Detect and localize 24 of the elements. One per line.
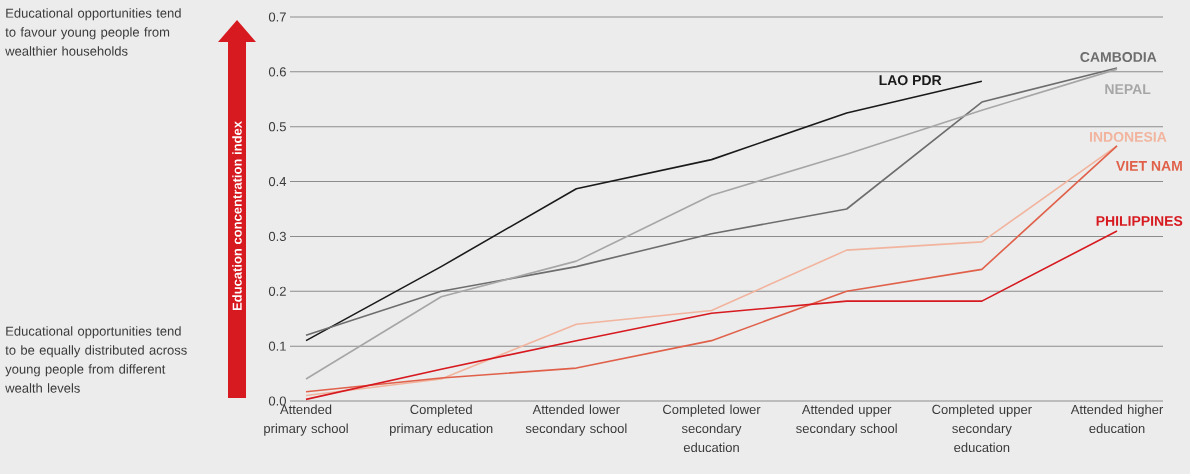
text: Educational opportunities tend to be equally distributed across young people from different wealth levels xyxy=(5,326,187,393)
y-tick-label: 0.7 xyxy=(268,12,286,22)
y-tick-label: 0.2 xyxy=(268,286,286,296)
x-tick-label: Attended lower secondary school xyxy=(525,404,627,436)
y-tick-label: 0.3 xyxy=(268,231,286,242)
y-tick-label: 0.1 xyxy=(268,341,286,351)
series-label: INDONESIA xyxy=(1089,131,1167,142)
x-tick-label: Attended higher education xyxy=(1070,404,1164,434)
y-tick-label: 0.5 xyxy=(268,122,286,132)
series-label: VIET NAM xyxy=(1116,161,1182,171)
series-label: LAO PDR xyxy=(879,75,942,86)
x-tick-label: Completed lower secondary education xyxy=(663,404,761,453)
y-axis-title: Education concentration index xyxy=(232,121,242,311)
y-tick-label: 0.0 xyxy=(268,396,286,406)
x-tick-label: Completed upper secondary education xyxy=(932,404,1032,453)
series-label: PHILIPPINES xyxy=(1096,215,1183,226)
text: Educational opportunities tend to favour young people from wealthier households xyxy=(5,8,181,56)
x-tick-label: Completed primary education xyxy=(389,404,493,436)
series-label: NEPAL xyxy=(1105,84,1151,94)
y-tick-label: 0.4 xyxy=(268,176,287,187)
y-tick-label: 0.6 xyxy=(268,67,286,77)
line-series xyxy=(305,230,1118,401)
x-tick-label: Attended upper secondary school xyxy=(796,404,897,436)
series-label: CAMBODIA xyxy=(1080,52,1157,62)
